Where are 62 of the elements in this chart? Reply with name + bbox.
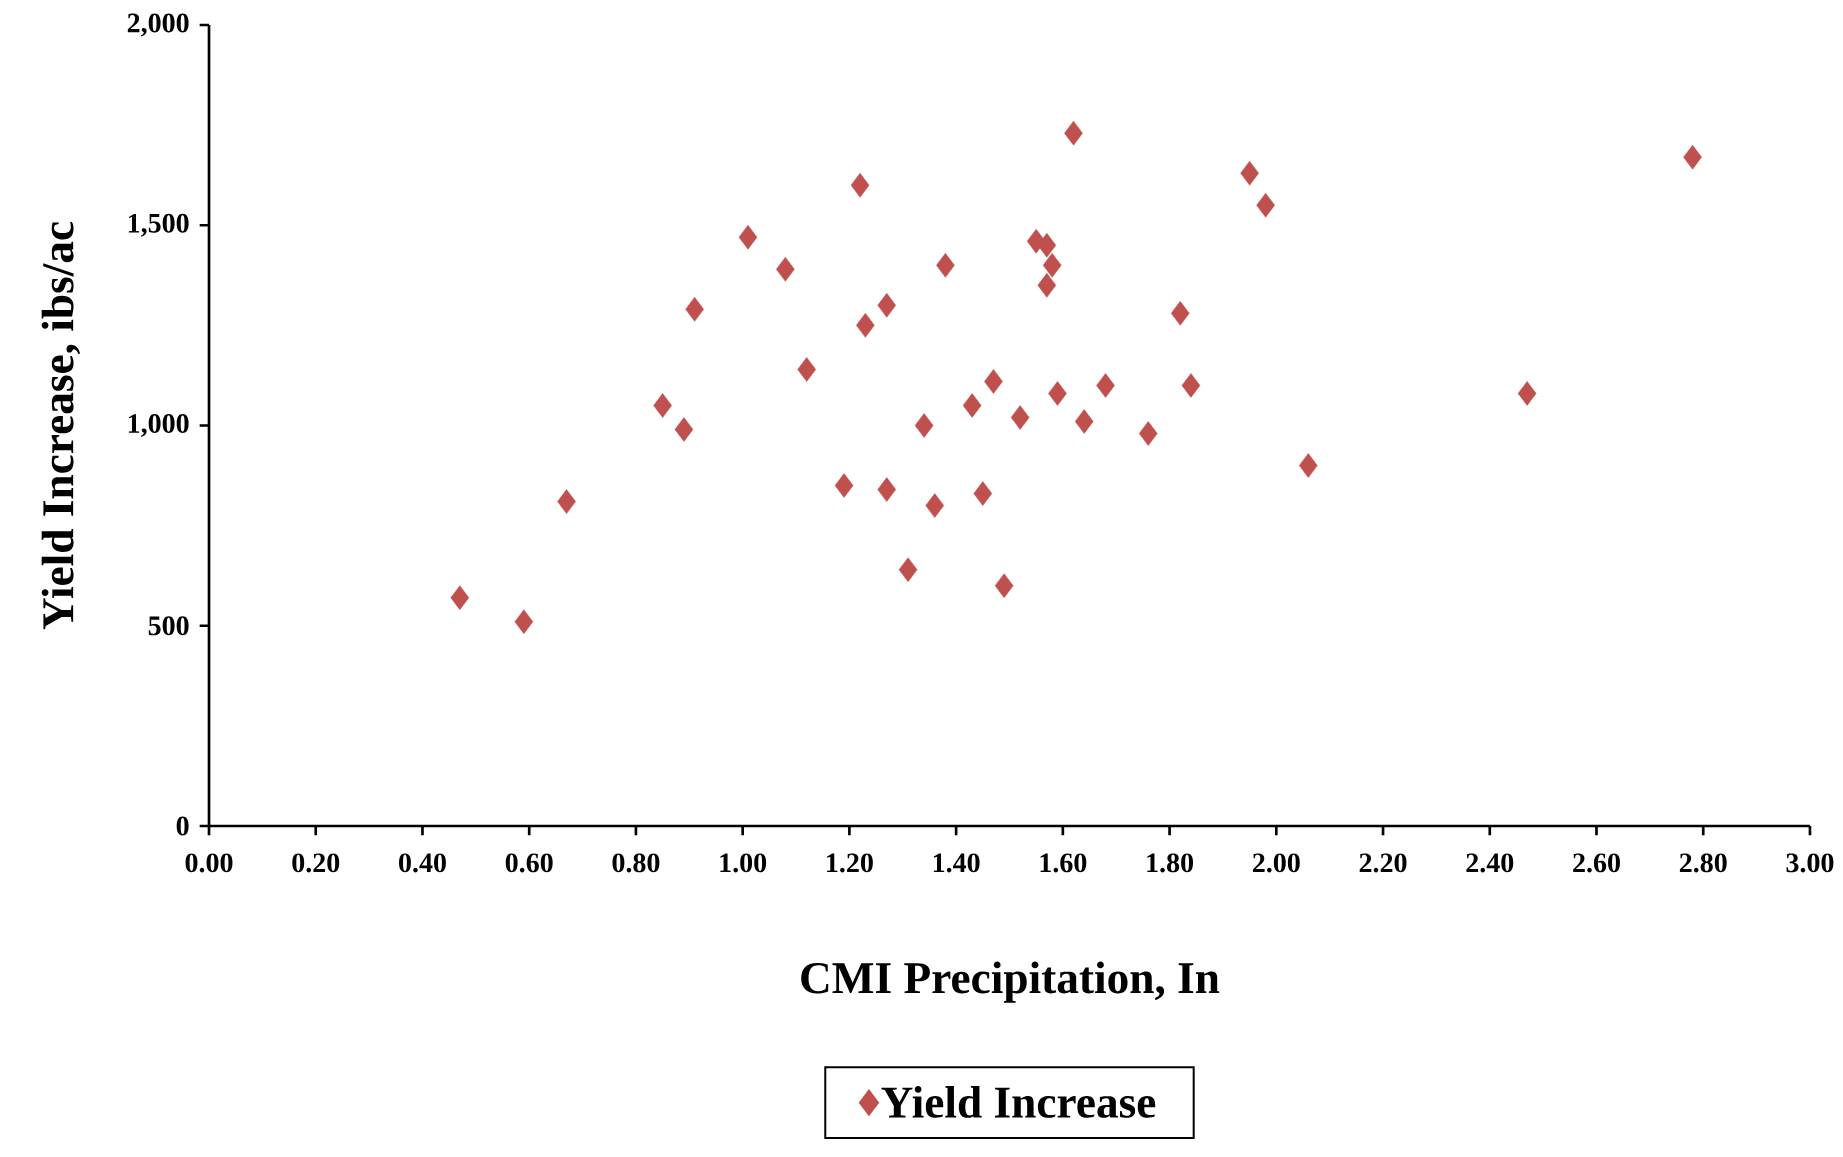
point	[674, 417, 694, 442]
point	[1037, 273, 1057, 298]
x-tick-label: 0.00	[185, 853, 233, 873]
point	[1517, 381, 1537, 406]
point	[1299, 453, 1318, 478]
point	[1042, 253, 1062, 278]
point	[1138, 421, 1158, 446]
y-axis-title: Yield Increase, ibs/ac	[41, 222, 81, 630]
x-tick-label: 2.20	[1359, 853, 1407, 873]
point	[557, 489, 576, 514]
y-tick-label: 500	[148, 616, 189, 636]
x-axis-title: CMI Precipitation, In	[801, 961, 1220, 1003]
x-tick-label: 3.00	[1786, 853, 1834, 873]
x-tick-label: 1.60	[1040, 853, 1087, 873]
y-tick-label: 0	[176, 816, 189, 836]
point	[1096, 373, 1115, 398]
point	[834, 473, 854, 498]
point	[685, 297, 704, 322]
point	[1048, 381, 1067, 406]
point	[994, 573, 1014, 598]
point	[984, 369, 1003, 394]
point	[1256, 192, 1275, 218]
point	[856, 313, 875, 338]
point	[962, 393, 982, 418]
x-tick-label: 0.20	[292, 853, 340, 873]
x-tick-label: 1.80	[1147, 853, 1194, 873]
x-tick-label: 0.80	[612, 853, 660, 873]
point	[898, 557, 918, 582]
x-tick-label: 2.60	[1573, 853, 1620, 873]
x-tick-label: 0.40	[399, 853, 446, 873]
point	[850, 172, 870, 198]
point	[1074, 409, 1094, 434]
x-tick-label: 2.40	[1466, 853, 1514, 873]
y-tick-label: 2,000	[127, 13, 189, 37]
point	[1170, 301, 1190, 326]
point	[450, 585, 470, 610]
point	[877, 477, 897, 502]
point	[1683, 144, 1702, 170]
point	[514, 609, 534, 634]
point	[776, 257, 795, 282]
point	[877, 293, 897, 318]
point	[1181, 373, 1201, 398]
x-tick-label: 1.00	[720, 853, 767, 873]
point	[925, 493, 945, 518]
y-tick-label: 1,000	[128, 414, 189, 437]
x-tick-label: 2.00	[1252, 853, 1300, 873]
point	[738, 224, 758, 250]
point	[936, 253, 955, 278]
x-tick-label: 0.60	[505, 853, 553, 873]
point	[1037, 233, 1057, 258]
point	[914, 413, 934, 438]
point	[1064, 120, 1083, 146]
x-tick-label: 1.20	[827, 853, 873, 873]
legend-label: Yield Increase	[881, 1085, 1156, 1118]
y-tick-label: 1,500	[128, 213, 189, 237]
point	[1240, 160, 1259, 186]
point	[653, 393, 672, 418]
point	[973, 481, 993, 506]
point	[797, 357, 816, 382]
x-tick-label: 2.80	[1679, 853, 1727, 873]
point	[1010, 405, 1030, 430]
x-tick-label: 1.40	[933, 853, 980, 873]
